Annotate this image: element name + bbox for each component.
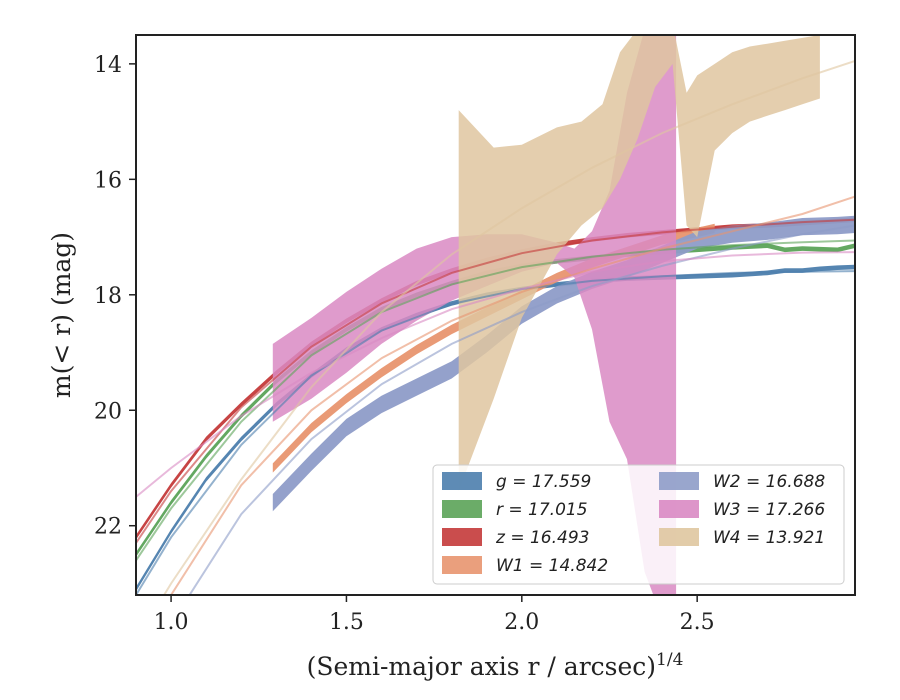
y-axis-label: m(< r) (mag) xyxy=(47,232,76,398)
legend-swatch-w3 xyxy=(659,500,699,518)
x-tick-label: 2.5 xyxy=(680,610,715,635)
x-tick-label: 1.0 xyxy=(154,610,189,635)
y-tick-label: 20 xyxy=(94,399,122,424)
bands-layer xyxy=(136,35,855,595)
legend-label-w1: W1 = 14.842 xyxy=(496,556,608,576)
model-line-z xyxy=(136,218,855,544)
model-line-w2 xyxy=(188,224,855,595)
legend-swatch-r xyxy=(442,500,482,518)
legend-swatch-g xyxy=(442,472,482,490)
model-line-w3 xyxy=(136,251,855,498)
x-tick-label: 1.5 xyxy=(329,610,364,635)
y-tick-label: 16 xyxy=(94,168,122,193)
band-w4 xyxy=(458,35,820,492)
legend: g = 17.559 r = 17.015 z = 16.493 W1 = 14.84… xyxy=(432,464,845,585)
y-axis: 14 16 18 20 22 xyxy=(94,53,136,540)
x-tick-label: 2.0 xyxy=(504,610,539,635)
x-axis: 1.0 1.5 2.0 2.5 xyxy=(154,595,715,635)
legend-label-z: z = 16.493 xyxy=(495,528,589,548)
plot-area xyxy=(136,35,855,595)
legend-label-r: r = 17.015 xyxy=(496,500,588,520)
y-tick-label: 14 xyxy=(94,53,122,78)
model-line-w4 xyxy=(162,60,855,595)
models-layer xyxy=(136,60,855,595)
legend-swatch-w1 xyxy=(442,556,482,574)
legend-label-w4: W4 = 13.921 xyxy=(713,528,825,548)
model-line-w1 xyxy=(169,195,855,595)
plot-frame xyxy=(135,34,856,596)
legend-label-w2: W2 = 16.688 xyxy=(713,472,825,492)
legend-frame xyxy=(432,464,845,585)
legend-label-w3: W3 = 17.266 xyxy=(713,500,825,520)
x-axis-label: (Semi-major axis r / arcsec)1/4 xyxy=(307,650,684,681)
y-tick-label: 18 xyxy=(94,284,122,309)
model-line-r xyxy=(136,239,855,561)
legend-swatch-z xyxy=(442,528,482,546)
legend-swatch-w2 xyxy=(659,472,699,490)
legend-label-g: g = 17.559 xyxy=(496,472,591,492)
y-tick-label: 22 xyxy=(94,515,122,540)
legend-swatch-w4 xyxy=(659,528,699,546)
model-line-g xyxy=(136,270,855,595)
x-axis-label-exponent: 1/4 xyxy=(656,650,683,670)
